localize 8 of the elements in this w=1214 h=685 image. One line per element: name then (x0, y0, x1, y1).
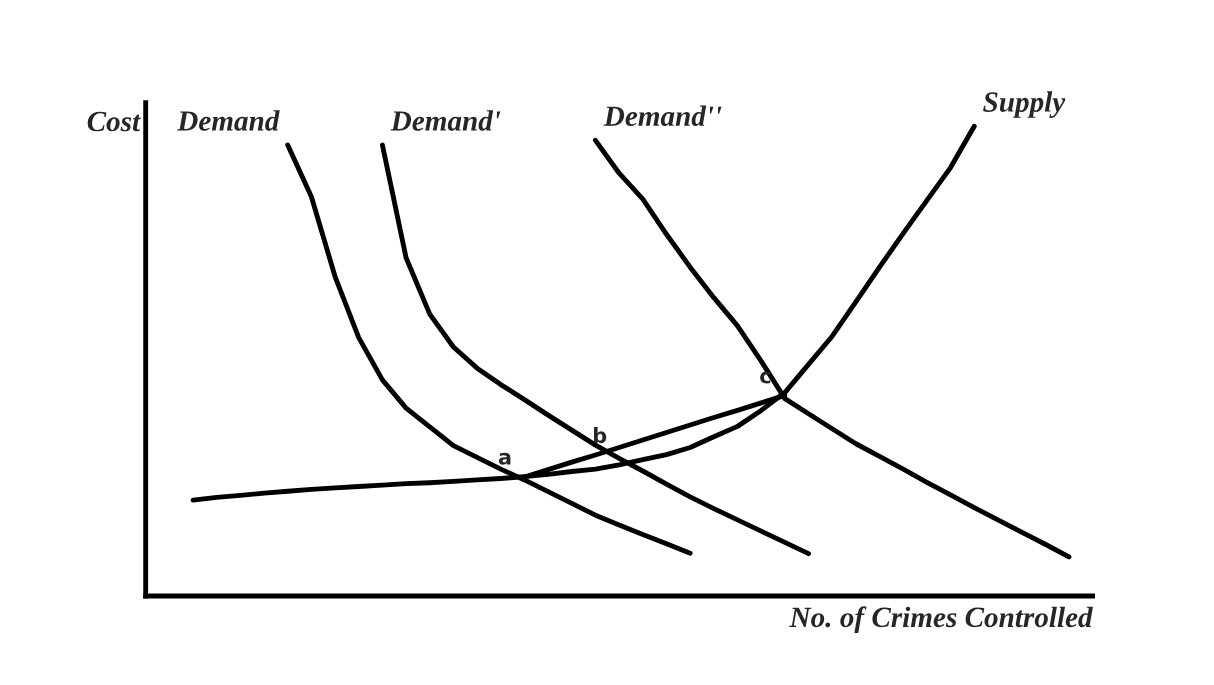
x-axis-title: No. of Crimes Controlled (789, 606, 1093, 634)
annotation: b (593, 427, 607, 444)
series-label: Demand'' (603, 105, 722, 127)
series-label: Demand' (390, 110, 501, 131)
annotation: a (498, 452, 511, 465)
series-label: Demand (177, 110, 280, 131)
series-label: Supply (983, 91, 1066, 118)
y-axis-title: Cost (87, 111, 141, 132)
